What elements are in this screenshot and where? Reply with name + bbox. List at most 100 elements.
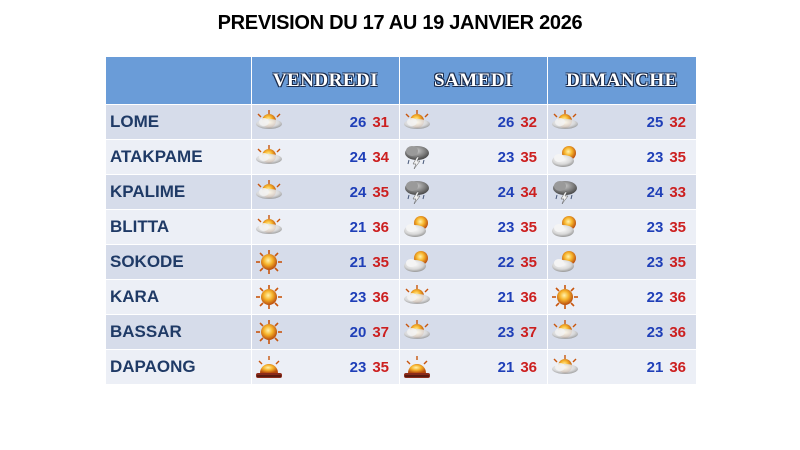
min-temperature: 24 [646, 184, 664, 201]
thunderstorm-icon [551, 179, 579, 205]
max-temperature: 35 [669, 219, 686, 236]
max-temperature: 35 [520, 219, 537, 236]
sun-haze-icon [255, 179, 283, 205]
city-name: ATAKPAME [105, 139, 252, 175]
min-temperature: 21 [497, 359, 515, 376]
min-temperature: 22 [497, 254, 515, 271]
max-temperature: 35 [372, 359, 389, 376]
forecast-cell-sunday: 23 36 [547, 314, 697, 350]
forecast-cell-friday: 24 34 [251, 139, 400, 175]
min-temperature: 26 [497, 114, 515, 131]
city-name: KARA [105, 279, 252, 315]
temperature-range: 24 34 [498, 184, 537, 201]
table-row: DAPAONG 23 35 21 36 21 36 [105, 349, 697, 385]
partly-cloudy-icon [551, 249, 579, 275]
max-temperature: 36 [669, 359, 686, 376]
min-temperature: 23 [646, 219, 664, 236]
sun-icon [255, 319, 283, 345]
min-temperature: 25 [646, 114, 664, 131]
sun-haze-icon [255, 144, 283, 170]
temperature-range: 23 35 [647, 254, 686, 271]
forecast-cell-saturday: 22 35 [399, 244, 548, 280]
sun-haze-icon [403, 319, 431, 345]
forecast-cell-friday: 21 35 [251, 244, 400, 280]
temperature-range: 22 35 [498, 254, 537, 271]
forecast-cell-sunday: 25 32 [547, 104, 697, 140]
min-temperature: 20 [349, 324, 367, 341]
temperature-range: 23 35 [647, 219, 686, 236]
min-temperature: 22 [646, 289, 664, 306]
min-temperature: 21 [349, 254, 367, 271]
table-row: SOKODE 21 35 22 35 23 35 [105, 244, 697, 280]
sun-icon [255, 284, 283, 310]
max-temperature: 36 [669, 324, 686, 341]
max-temperature: 37 [372, 324, 389, 341]
temperature-range: 21 36 [498, 359, 537, 376]
temperature-range: 21 35 [350, 254, 389, 271]
temperature-range: 23 36 [350, 289, 389, 306]
forecast-cell-friday: 23 35 [251, 349, 400, 385]
table-row: BASSAR 20 37 23 37 23 36 [105, 314, 697, 350]
header-corner [105, 56, 252, 105]
table-row: KPALIME 24 35 24 34 24 33 [105, 174, 697, 210]
forecast-cell-saturday: 23 35 [399, 209, 548, 245]
min-temperature: 24 [349, 149, 367, 166]
sun-haze-icon [551, 109, 579, 135]
sun-icon [255, 249, 283, 275]
max-temperature: 35 [520, 149, 537, 166]
max-temperature: 34 [520, 184, 537, 201]
sun-haze-icon [403, 284, 431, 310]
min-temperature: 21 [646, 359, 664, 376]
table-row: BLITTA 21 36 23 35 23 35 [105, 209, 697, 245]
max-temperature: 36 [372, 219, 389, 236]
sun-haze-icon [403, 109, 431, 135]
city-name: BASSAR [105, 314, 252, 350]
page-title: PREVISION DU 17 AU 19 JANVIER 2026 [217, 12, 583, 34]
temperature-range: 21 36 [498, 289, 537, 306]
city-name: BLITTA [105, 209, 252, 245]
sun-haze-icon [551, 319, 579, 345]
forecast-body: LOME 26 31 26 32 25 32 ATAKPAME 24 34 23 35 23 35 KPAL… [105, 104, 697, 385]
partly-cloudy-icon [551, 144, 579, 170]
temperature-range: 21 36 [647, 359, 686, 376]
forecast-cell-sunday: 23 35 [547, 139, 697, 175]
temperature-range: 26 31 [350, 114, 389, 131]
forecast-cell-saturday: 24 34 [399, 174, 548, 210]
max-temperature: 35 [520, 254, 537, 271]
max-temperature: 36 [372, 289, 389, 306]
forecast-cell-friday: 23 36 [251, 279, 400, 315]
max-temperature: 36 [520, 289, 537, 306]
forecast-cell-friday: 26 31 [251, 104, 400, 140]
min-temperature: 23 [349, 359, 367, 376]
forecast-table: VENDREDI SAMEDI DIMANCHE LOME 26 31 26 32 25 3… [105, 56, 697, 385]
min-temperature: 23 [646, 149, 664, 166]
min-temperature: 23 [646, 324, 664, 341]
forecast-cell-saturday: 21 36 [399, 349, 548, 385]
max-temperature: 34 [372, 149, 389, 166]
max-temperature: 36 [669, 289, 686, 306]
forecast-cell-saturday: 21 36 [399, 279, 548, 315]
city-name: KPALIME [105, 174, 252, 210]
temperature-range: 24 35 [350, 184, 389, 201]
max-temperature: 32 [520, 114, 537, 131]
min-temperature: 23 [497, 219, 515, 236]
forecast-cell-sunday: 21 36 [547, 349, 697, 385]
forecast-cell-friday: 20 37 [251, 314, 400, 350]
forecast-cell-sunday: 22 36 [547, 279, 697, 315]
forecast-cell-sunday: 24 33 [547, 174, 697, 210]
forecast-cell-saturday: 23 35 [399, 139, 548, 175]
partly-cloudy-icon [551, 214, 579, 240]
table-row: KARA 23 36 21 36 22 36 [105, 279, 697, 315]
min-temperature: 23 [497, 324, 515, 341]
partly-cloudy-icon [403, 249, 431, 275]
header-day-sunday: DIMANCHE [547, 56, 697, 105]
temperature-range: 26 32 [498, 114, 537, 131]
sun-icon [551, 284, 579, 310]
temperature-range: 22 36 [647, 289, 686, 306]
min-temperature: 21 [349, 219, 367, 236]
min-temperature: 23 [497, 149, 515, 166]
temperature-range: 23 36 [647, 324, 686, 341]
max-temperature: 33 [669, 184, 686, 201]
dust-haze-icon [403, 354, 431, 380]
max-temperature: 35 [372, 184, 389, 201]
